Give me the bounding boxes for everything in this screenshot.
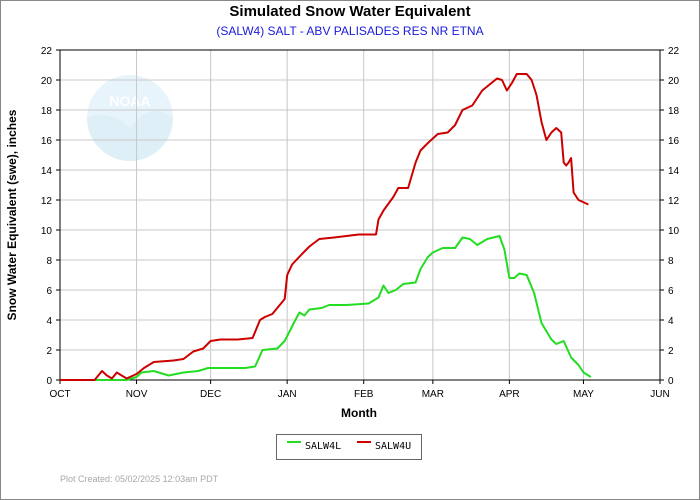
legend: SALW4L SALW4U [276, 434, 422, 460]
y-tick-label-right: 22 [668, 46, 680, 57]
plot-border [59, 49, 661, 381]
y-tick-label-right: 2 [668, 346, 674, 357]
y-tick-label-right: 10 [668, 226, 680, 237]
y-tick-label: 2 [46, 346, 52, 357]
y-tick-label-right: 18 [668, 106, 680, 117]
grid-lines [60, 50, 660, 380]
x-axis-label: Month [341, 406, 377, 420]
y-tick-label-right: 0 [668, 376, 674, 387]
legend-label-salw4l: SALW4L [305, 441, 342, 452]
y-tick-label: 14 [41, 166, 53, 177]
x-tick-label: MAY [573, 389, 594, 400]
x-tick-label: NOV [126, 389, 148, 400]
y-tick-label: 12 [41, 196, 53, 207]
noaa-logo-icon: NOAA [87, 75, 173, 161]
x-tick-label: DEC [200, 389, 221, 400]
chart-subtitle: (SALW4) SALT - ABV PALISADES RES NR ETNA [216, 24, 484, 38]
series-line-salw4l [60, 235, 592, 381]
x-tick-label: JAN [278, 389, 297, 400]
y-tick-label-right: 8 [668, 256, 674, 267]
y-tick-label: 4 [46, 316, 52, 327]
y-tick-label-right: 20 [668, 76, 680, 87]
chart-title: Simulated Snow Water Equivalent [229, 3, 471, 20]
y-axis-right: 0 2 4 6 8 10 12 14 16 18 20 22 [660, 46, 680, 387]
legend-label-salw4u: SALW4U [375, 441, 412, 452]
y-tick-label: 18 [41, 106, 53, 117]
y-tick-label-right: 16 [668, 136, 680, 147]
y-tick-label: 6 [46, 286, 52, 297]
series-group [60, 73, 592, 381]
y-tick-label: 8 [46, 256, 52, 267]
noaa-logo-text: NOAA [109, 93, 150, 109]
x-tick-label: OCT [49, 389, 70, 400]
y-tick-label-right: 4 [668, 316, 674, 327]
y-tick-label-right: 12 [668, 196, 680, 207]
x-tick-label: MAR [422, 389, 444, 400]
y-tick-label: 0 [46, 376, 52, 387]
x-tick-label: FEB [354, 389, 374, 400]
series-line-salw4u [60, 73, 589, 381]
x-axis: OCT NOV DEC JAN FEB MAR APR MAY JUN [49, 380, 670, 400]
y-axis-left: 0 2 4 6 8 10 12 14 16 18 20 22 [41, 46, 60, 387]
y-tick-label: 16 [41, 136, 53, 147]
y-tick-label-right: 6 [668, 286, 674, 297]
plot-created-footer: Plot Created: 05/02/2025 12:03am PDT [60, 474, 219, 484]
y-axis-label: Snow Water Equivalent (swe), inches [5, 109, 19, 320]
x-tick-label: JUN [650, 389, 669, 400]
y-tick-label: 20 [41, 76, 53, 87]
legend-swatch-salw4u [357, 441, 371, 443]
y-tick-label: 10 [41, 226, 53, 237]
y-tick-label: 22 [41, 46, 53, 57]
legend-swatch-salw4l [287, 441, 301, 443]
x-tick-label: APR [499, 389, 520, 400]
y-tick-label-right: 14 [668, 166, 680, 177]
